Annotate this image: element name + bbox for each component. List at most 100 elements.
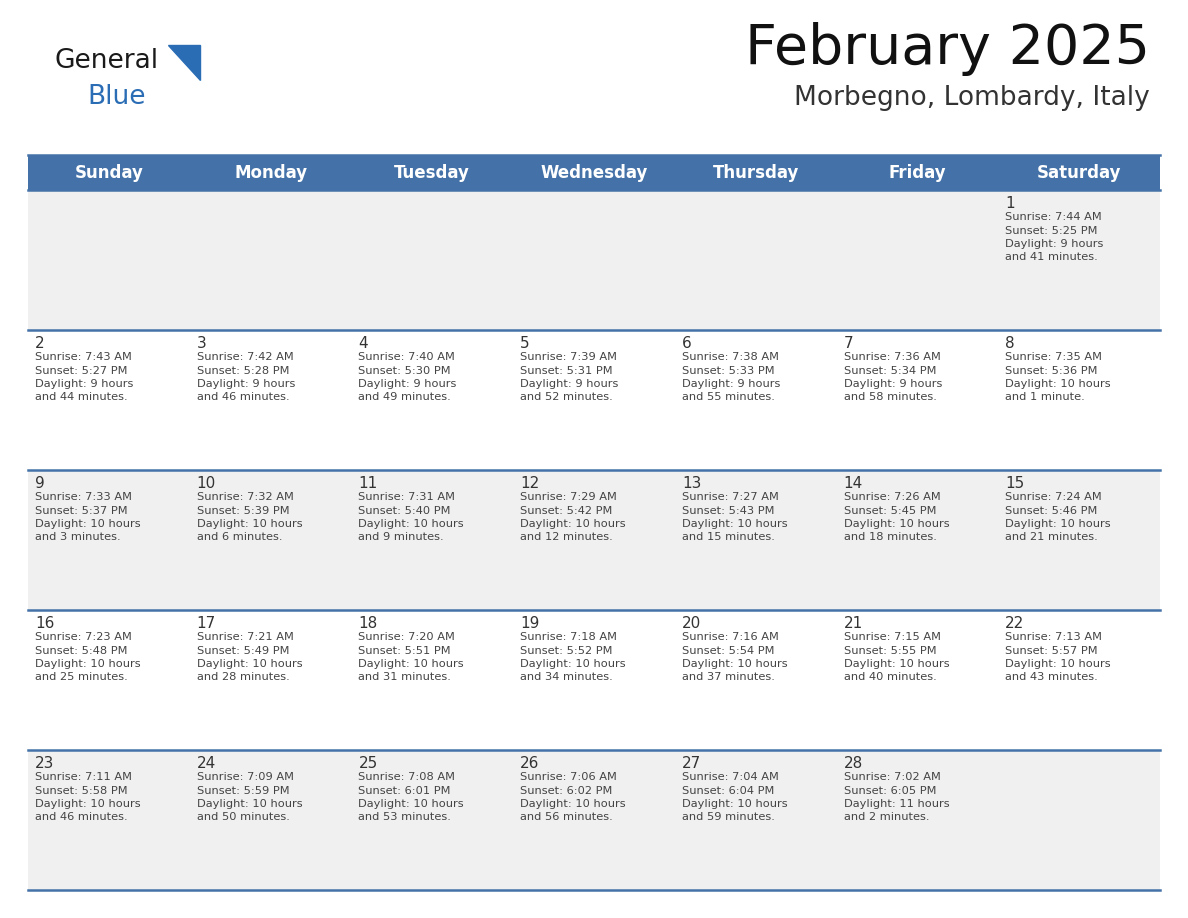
- Text: and 12 minutes.: and 12 minutes.: [520, 532, 613, 543]
- Text: Sunrise: 7:29 AM: Sunrise: 7:29 AM: [520, 492, 617, 502]
- Text: Sunset: 5:43 PM: Sunset: 5:43 PM: [682, 506, 775, 516]
- Text: Daylight: 10 hours: Daylight: 10 hours: [34, 799, 140, 809]
- Text: Sunrise: 7:39 AM: Sunrise: 7:39 AM: [520, 352, 617, 362]
- Text: and 52 minutes.: and 52 minutes.: [520, 393, 613, 402]
- Text: Daylight: 9 hours: Daylight: 9 hours: [1005, 239, 1104, 249]
- Bar: [190, 610, 352, 750]
- Text: Daylight: 10 hours: Daylight: 10 hours: [682, 659, 788, 669]
- Text: 4: 4: [359, 336, 368, 351]
- Text: and 21 minutes.: and 21 minutes.: [1005, 532, 1098, 543]
- Text: Sunset: 5:37 PM: Sunset: 5:37 PM: [34, 506, 127, 516]
- Bar: [836, 330, 998, 470]
- Text: Sunrise: 7:38 AM: Sunrise: 7:38 AM: [682, 352, 779, 362]
- Text: 7: 7: [843, 336, 853, 351]
- Text: Morbegno, Lombardy, Italy: Morbegno, Lombardy, Italy: [795, 85, 1150, 111]
- Text: Sunrise: 7:21 AM: Sunrise: 7:21 AM: [197, 632, 293, 642]
- Bar: [29, 190, 190, 330]
- Bar: [998, 470, 1159, 610]
- Text: and 3 minutes.: and 3 minutes.: [34, 532, 121, 543]
- Text: Sunrise: 7:35 AM: Sunrise: 7:35 AM: [1005, 352, 1102, 362]
- Text: 23: 23: [34, 756, 55, 771]
- Text: Sunset: 5:49 PM: Sunset: 5:49 PM: [197, 645, 289, 655]
- Bar: [998, 610, 1159, 750]
- Text: Sunrise: 7:24 AM: Sunrise: 7:24 AM: [1005, 492, 1102, 502]
- Text: 22: 22: [1005, 616, 1024, 631]
- Text: 27: 27: [682, 756, 701, 771]
- Bar: [836, 610, 998, 750]
- Text: and 15 minutes.: and 15 minutes.: [682, 532, 775, 543]
- Text: Daylight: 10 hours: Daylight: 10 hours: [520, 519, 626, 529]
- Text: Daylight: 9 hours: Daylight: 9 hours: [197, 379, 295, 389]
- Bar: [836, 190, 998, 330]
- Text: 5: 5: [520, 336, 530, 351]
- Bar: [998, 750, 1159, 890]
- Text: and 59 minutes.: and 59 minutes.: [682, 812, 775, 823]
- Text: 6: 6: [682, 336, 691, 351]
- Text: Sunset: 5:36 PM: Sunset: 5:36 PM: [1005, 365, 1098, 375]
- Bar: [675, 610, 836, 750]
- Text: Daylight: 10 hours: Daylight: 10 hours: [197, 659, 302, 669]
- Text: Daylight: 10 hours: Daylight: 10 hours: [1005, 519, 1111, 529]
- Text: Sunset: 6:05 PM: Sunset: 6:05 PM: [843, 786, 936, 796]
- Text: Sunrise: 7:23 AM: Sunrise: 7:23 AM: [34, 632, 132, 642]
- Bar: [836, 750, 998, 890]
- Text: Friday: Friday: [889, 163, 946, 182]
- Bar: [352, 610, 513, 750]
- Text: Saturday: Saturday: [1037, 163, 1121, 182]
- Text: Daylight: 10 hours: Daylight: 10 hours: [34, 659, 140, 669]
- Text: Daylight: 9 hours: Daylight: 9 hours: [843, 379, 942, 389]
- Bar: [675, 750, 836, 890]
- Text: Sunset: 5:33 PM: Sunset: 5:33 PM: [682, 365, 775, 375]
- Text: and 49 minutes.: and 49 minutes.: [359, 393, 451, 402]
- Text: and 6 minutes.: and 6 minutes.: [197, 532, 283, 543]
- Polygon shape: [168, 45, 200, 80]
- Text: 16: 16: [34, 616, 55, 631]
- Text: Sunrise: 7:32 AM: Sunrise: 7:32 AM: [197, 492, 293, 502]
- Text: Sunset: 5:57 PM: Sunset: 5:57 PM: [1005, 645, 1098, 655]
- Text: Sunset: 5:58 PM: Sunset: 5:58 PM: [34, 786, 127, 796]
- Bar: [675, 470, 836, 610]
- Bar: [352, 330, 513, 470]
- Bar: [190, 330, 352, 470]
- Text: Sunset: 5:27 PM: Sunset: 5:27 PM: [34, 365, 127, 375]
- Text: Sunrise: 7:02 AM: Sunrise: 7:02 AM: [843, 772, 941, 782]
- Text: Daylight: 10 hours: Daylight: 10 hours: [197, 519, 302, 529]
- Text: 21: 21: [843, 616, 862, 631]
- Text: 1: 1: [1005, 196, 1015, 211]
- Text: Sunrise: 7:20 AM: Sunrise: 7:20 AM: [359, 632, 455, 642]
- Text: Thursday: Thursday: [713, 163, 798, 182]
- Text: and 37 minutes.: and 37 minutes.: [682, 673, 775, 682]
- Text: and 41 minutes.: and 41 minutes.: [1005, 252, 1098, 263]
- Text: Sunrise: 7:33 AM: Sunrise: 7:33 AM: [34, 492, 132, 502]
- Text: Sunrise: 7:40 AM: Sunrise: 7:40 AM: [359, 352, 455, 362]
- Text: Sunset: 5:55 PM: Sunset: 5:55 PM: [843, 645, 936, 655]
- Text: Sunset: 5:34 PM: Sunset: 5:34 PM: [843, 365, 936, 375]
- Text: 9: 9: [34, 476, 45, 491]
- Bar: [29, 750, 190, 890]
- Text: Sunset: 5:31 PM: Sunset: 5:31 PM: [520, 365, 613, 375]
- Bar: [836, 470, 998, 610]
- Text: Sunrise: 7:27 AM: Sunrise: 7:27 AM: [682, 492, 778, 502]
- Text: and 44 minutes.: and 44 minutes.: [34, 393, 127, 402]
- Text: and 31 minutes.: and 31 minutes.: [359, 673, 451, 682]
- Text: and 43 minutes.: and 43 minutes.: [1005, 673, 1098, 682]
- Text: and 55 minutes.: and 55 minutes.: [682, 393, 775, 402]
- Text: Sunset: 5:40 PM: Sunset: 5:40 PM: [359, 506, 451, 516]
- Text: Daylight: 10 hours: Daylight: 10 hours: [520, 799, 626, 809]
- Text: 19: 19: [520, 616, 539, 631]
- Bar: [998, 190, 1159, 330]
- Text: 2: 2: [34, 336, 45, 351]
- Text: 20: 20: [682, 616, 701, 631]
- Bar: [29, 330, 190, 470]
- Bar: [190, 190, 352, 330]
- Text: and 56 minutes.: and 56 minutes.: [520, 812, 613, 823]
- Text: Sunset: 5:28 PM: Sunset: 5:28 PM: [197, 365, 289, 375]
- Bar: [513, 470, 675, 610]
- Text: Sunset: 6:01 PM: Sunset: 6:01 PM: [359, 786, 451, 796]
- Bar: [190, 750, 352, 890]
- Text: and 40 minutes.: and 40 minutes.: [843, 673, 936, 682]
- Text: and 53 minutes.: and 53 minutes.: [359, 812, 451, 823]
- Text: General: General: [55, 48, 159, 74]
- Text: Wednesday: Wednesday: [541, 163, 647, 182]
- Text: and 2 minutes.: and 2 minutes.: [843, 812, 929, 823]
